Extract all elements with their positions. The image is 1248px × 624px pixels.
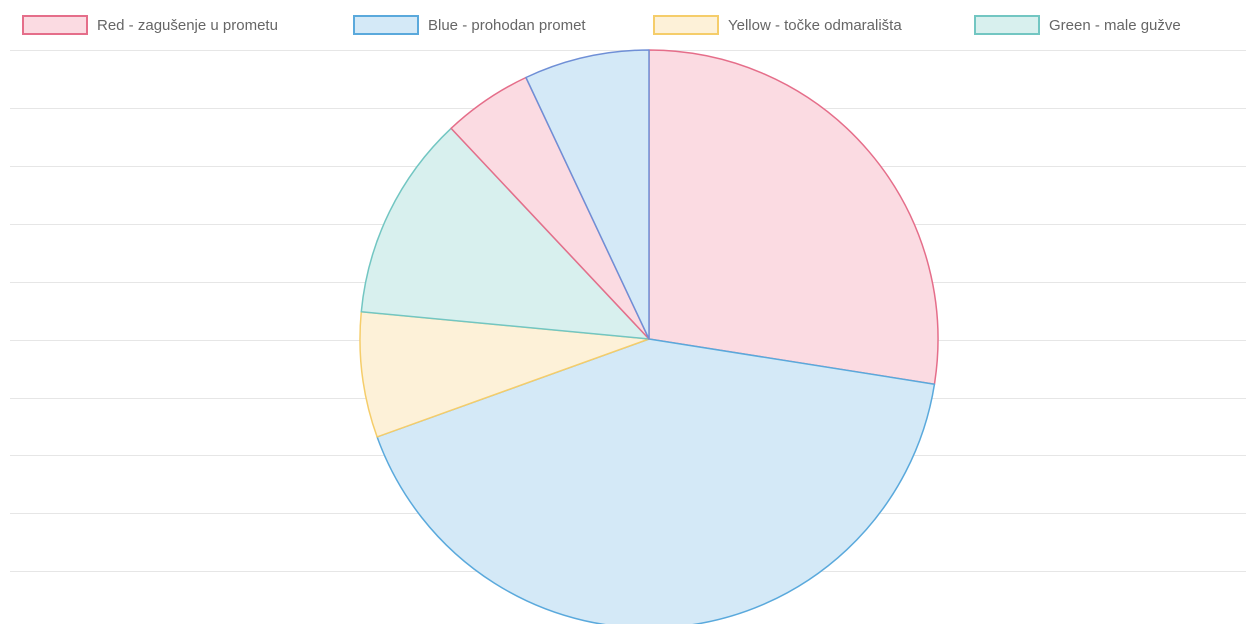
pie-slice-6[interactable] [525,49,650,340]
chart-legend: Red - zagušenje u prometu Blue - prohoda… [0,12,1248,38]
legend-item-yellow[interactable]: Yellow - točke odmarališta [653,12,902,38]
pie-slice-4[interactable] [360,127,650,340]
pie-slice-3[interactable] [359,311,650,438]
legend-swatch-yellow [653,15,719,35]
legend-label-red: Red - zagušenje u prometu [97,16,278,34]
pie-slice-1[interactable] [648,49,939,385]
legend-label-yellow: Yellow - točke odmarališta [728,16,902,34]
legend-label-blue: Blue - prohodan promet [428,16,586,34]
legend-item-blue[interactable]: Blue - prohodan promet [353,12,586,38]
legend-item-red[interactable]: Red - zagušenje u prometu [22,12,278,38]
legend-swatch-green [974,15,1040,35]
legend-item-green[interactable]: Green - male gužve [974,12,1181,38]
pie-slices [359,49,939,624]
legend-label-green: Green - male gužve [1049,16,1181,34]
legend-swatch-red [22,15,88,35]
legend-swatch-blue [353,15,419,35]
pie-slice-2[interactable] [376,338,936,624]
